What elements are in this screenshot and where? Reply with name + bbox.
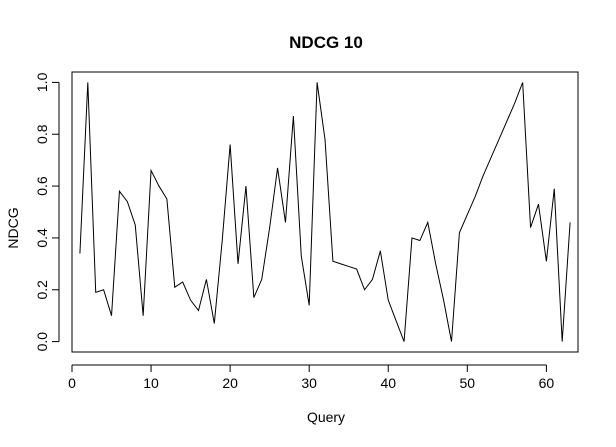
x-tick-label: 0	[68, 375, 76, 391]
series-line	[79, 82, 571, 342]
x-tick-label: 30	[301, 375, 317, 391]
y-tick-label: 1.0	[34, 72, 50, 92]
x-tick-label: 40	[380, 375, 396, 391]
x-tick-label: 10	[143, 375, 159, 391]
y-axis-label: NDCG	[5, 207, 21, 248]
y-axis: 0.0 0.2 0.4 0.6 0.8 1.0	[34, 72, 60, 352]
y-tick-label: 0.2	[34, 280, 50, 300]
y-tick-label: 0.6	[34, 176, 50, 196]
x-tick-label: 60	[539, 375, 555, 391]
y-tick-label: 0.4	[34, 228, 50, 248]
chart-title: NDCG 10	[289, 33, 363, 52]
y-tick-label: 0.0	[34, 332, 50, 352]
plot-area-box	[71, 71, 579, 353]
x-axis-label: Query	[307, 409, 345, 425]
x-tick-label: 50	[460, 375, 476, 391]
x-axis: 0 10 20 30 40 50 60	[68, 364, 555, 391]
x-tick-label: 20	[222, 375, 238, 391]
y-tick-label: 0.8	[34, 124, 50, 144]
